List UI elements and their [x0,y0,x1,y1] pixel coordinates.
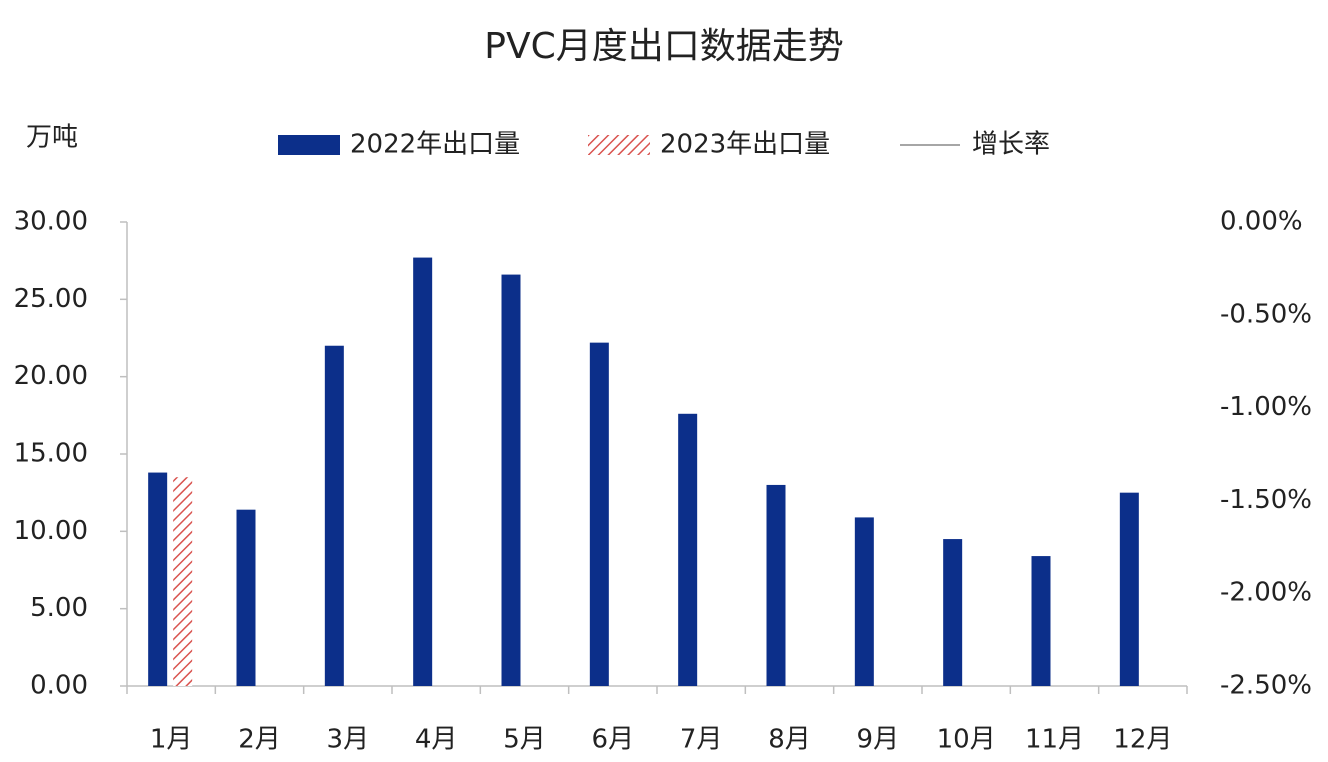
x-tick-label: 8月 [768,725,811,755]
bar [1031,556,1051,686]
y-tick-label: 20.00 [14,361,88,391]
x-tick-label: 2月 [238,725,281,755]
y-axis-label: 万吨 [26,123,78,153]
x-tick-label: 10月 [937,725,996,755]
x-tick-label: 12月 [1113,725,1172,755]
bar [501,274,521,686]
x-tick-label: 9月 [857,725,900,755]
bar [324,345,344,686]
bar [854,517,874,686]
y-tick-label: 0.00 [30,671,88,701]
bar [413,257,433,686]
legend-label: 增长率 [972,130,1050,160]
x-tick-label: 11月 [1025,725,1084,755]
y-tick-label: 10.00 [14,516,88,546]
bar [173,477,193,686]
y-tick-label: 5.00 [30,593,88,623]
y2-tick-label: -1.50% [1220,485,1312,515]
x-tick-label: 5月 [503,725,546,755]
y-tick-label: 15.00 [14,439,88,469]
legend-label: 2023年出口量 [660,130,830,160]
x-tick-label: 6月 [592,725,635,755]
chart-title: PVC月度出口数据走势 [484,26,843,67]
bar [1119,492,1139,686]
bar [943,539,963,686]
y-tick-label: 30.00 [14,207,88,237]
bar [766,484,786,686]
legend-swatch [588,135,650,155]
y2-tick-label: -2.00% [1220,578,1312,608]
legend-swatch [278,135,340,155]
bar [678,413,698,686]
x-tick-label: 4月 [415,725,458,755]
x-tick-label: 1月 [150,725,193,755]
legend-label: 2022年出口量 [350,130,520,160]
bar [236,509,256,686]
bar [589,342,609,686]
x-tick-label: 7月 [680,725,723,755]
y-tick-label: 25.00 [14,284,88,314]
y2-tick-label: -0.50% [1220,299,1312,329]
y2-tick-label: 0.00% [1220,207,1303,237]
y2-tick-label: -1.00% [1220,392,1312,422]
bar [148,472,168,686]
y2-tick-label: -2.50% [1220,671,1312,701]
x-tick-label: 3月 [327,725,370,755]
